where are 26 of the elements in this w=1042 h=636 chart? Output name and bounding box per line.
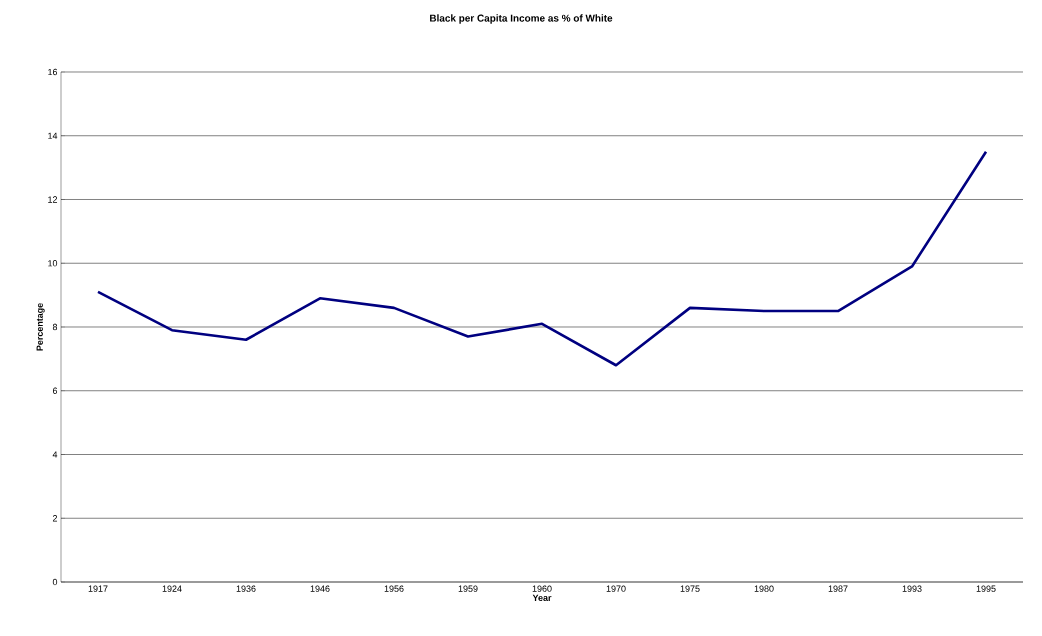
y-tick-label: 10 — [48, 260, 58, 267]
y-tick-label: 6 — [52, 387, 58, 394]
y-tick-label: 0 — [52, 578, 58, 586]
x-tick-label: 1970 — [606, 585, 626, 592]
x-tick-label: 1975 — [680, 585, 700, 592]
chart-title: Black per Capita Income as % of White — [430, 14, 613, 24]
x-tick-label: 1917 — [88, 585, 108, 592]
y-tick-label: 16 — [48, 68, 58, 76]
x-tick-label: 1959 — [458, 585, 478, 592]
y-tick-label: 2 — [52, 515, 58, 522]
x-tick-label: 1936 — [236, 585, 256, 592]
x-tick-label: 1987 — [828, 585, 848, 592]
y-axis-title: Percentage — [36, 303, 45, 351]
x-tick-label: 1924 — [162, 585, 182, 592]
y-tick-label: 14 — [48, 132, 58, 139]
x-axis-title: Year — [532, 594, 552, 601]
y-tick-label: 12 — [48, 196, 58, 203]
x-tick-label: 1995 — [976, 585, 996, 592]
x-tick-label: 1993 — [902, 585, 922, 592]
y-tick-label: 4 — [52, 451, 58, 458]
y-tick-label: 8 — [52, 323, 58, 331]
x-tick-label: 1980 — [754, 585, 774, 592]
x-tick-label: 1960 — [532, 585, 552, 592]
x-tick-label: 1956 — [384, 585, 404, 592]
x-tick-label: 1946 — [310, 585, 330, 592]
line-series — [96, 150, 988, 367]
